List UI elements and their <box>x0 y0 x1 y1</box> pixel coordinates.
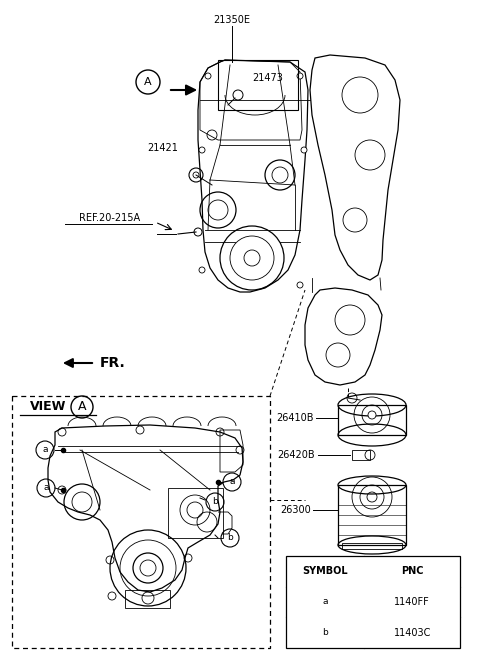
Text: 26420B: 26420B <box>277 450 315 460</box>
Text: 26300: 26300 <box>280 505 311 515</box>
Circle shape <box>199 267 205 273</box>
Bar <box>342 543 402 549</box>
Text: 21421: 21421 <box>147 143 179 153</box>
Circle shape <box>199 147 205 153</box>
Text: 11403C: 11403C <box>394 628 431 638</box>
Text: b: b <box>212 497 218 506</box>
Text: a: a <box>42 445 48 455</box>
Circle shape <box>205 73 211 79</box>
Text: b: b <box>227 533 233 543</box>
Circle shape <box>368 411 376 419</box>
Circle shape <box>301 147 307 153</box>
Bar <box>338 405 406 435</box>
Text: a: a <box>323 598 328 607</box>
Bar <box>338 485 406 545</box>
Text: SYMBOL: SYMBOL <box>302 566 348 577</box>
Text: VIEW: VIEW <box>30 401 66 413</box>
Circle shape <box>297 282 303 288</box>
Text: b: b <box>322 628 328 637</box>
Bar <box>218 60 298 110</box>
Text: 21350E: 21350E <box>214 15 251 25</box>
Text: a: a <box>229 478 235 487</box>
Text: A: A <box>144 77 152 87</box>
Circle shape <box>297 73 303 79</box>
Text: 26410B: 26410B <box>276 413 314 423</box>
Text: A: A <box>78 401 86 413</box>
Text: a: a <box>43 483 49 493</box>
Text: REF.20-215A: REF.20-215A <box>79 213 141 223</box>
Text: PNC: PNC <box>401 566 423 577</box>
Bar <box>12 396 270 648</box>
Bar <box>168 488 223 538</box>
Text: 1140FF: 1140FF <box>394 597 430 607</box>
Text: 21473: 21473 <box>252 73 283 83</box>
Bar <box>286 556 460 648</box>
Bar <box>352 450 370 460</box>
Bar <box>125 590 170 608</box>
Text: FR.: FR. <box>100 356 126 370</box>
